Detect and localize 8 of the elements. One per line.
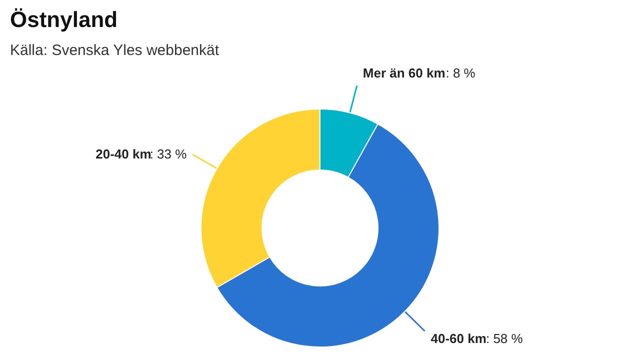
chart-title: Östnyland xyxy=(10,7,118,32)
data-label: : 33 % xyxy=(150,146,188,162)
data-label: : 58 % xyxy=(486,331,524,346)
data-label: : 8 % xyxy=(446,66,476,81)
chart-subtitle: Källa: Svenska Yles webbenkät xyxy=(10,42,220,59)
slice-label: Mer än 60 km xyxy=(362,66,446,81)
slice-label: 20-40 km xyxy=(96,146,152,162)
slice-label: 40-60 km xyxy=(430,331,486,346)
